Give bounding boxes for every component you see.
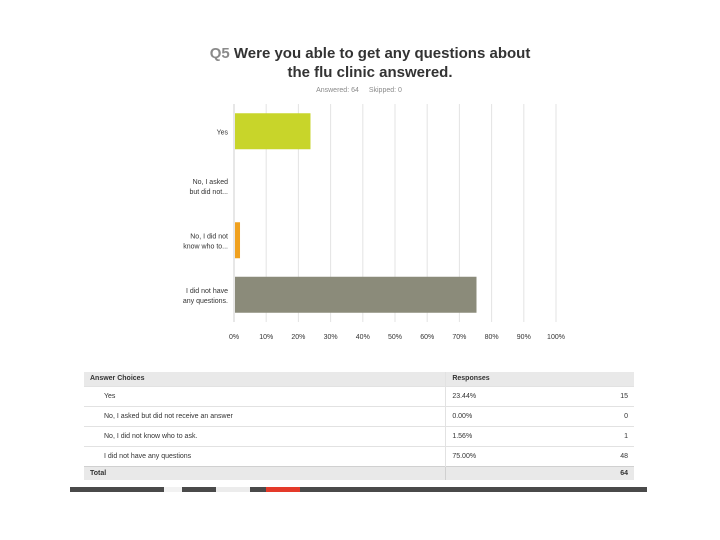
row-choice: No, I asked but did not receive an answe… xyxy=(84,405,446,426)
header-count xyxy=(562,372,634,386)
skipped-count: Skipped: 0 xyxy=(368,87,402,94)
x-tick-label: 40% xyxy=(356,334,370,341)
category-label: I did not have xyxy=(186,288,228,295)
total-label: Total xyxy=(84,465,446,480)
table-header-row: Answer Choices Responses xyxy=(84,372,634,386)
x-tick-label: 30% xyxy=(324,334,338,341)
x-tick-label: 10% xyxy=(259,334,273,341)
bar-chart: Yes No, I asked but did not... No, I did no… xyxy=(183,104,565,341)
answered-count: Answered: 64 xyxy=(316,87,359,94)
total-count: 64 xyxy=(562,465,634,480)
total-blank xyxy=(445,465,562,480)
question-number: Q5 xyxy=(209,45,230,62)
bar xyxy=(235,276,477,313)
window-bottom-strip xyxy=(70,487,647,492)
row-count: 1 xyxy=(562,425,634,446)
row-percent: 0.00% xyxy=(445,405,562,426)
bar xyxy=(235,113,311,150)
row-count: 48 xyxy=(562,445,634,466)
category-label: know who to... xyxy=(183,243,228,250)
total-row: Total 64 xyxy=(84,465,634,480)
taskbar-tab xyxy=(266,487,300,492)
table-row: No, I did not know who to ask. 1.56% 1 xyxy=(84,425,634,446)
x-tick-label: 50% xyxy=(388,334,402,341)
table-row: I did not have any questions 75.00% 48 xyxy=(84,445,634,466)
row-percent: 75.00% xyxy=(445,445,562,466)
table-row: Yes 23.44% 15 xyxy=(84,385,634,406)
x-tick-label: 90% xyxy=(517,334,531,341)
x-tick-label: 100% xyxy=(547,334,565,341)
row-choice: Yes xyxy=(84,385,446,406)
taskbar-tab xyxy=(164,487,182,492)
header-answer-choices: Answer Choices xyxy=(90,375,145,383)
row-count: 15 xyxy=(562,385,634,406)
row-percent: 1.56% xyxy=(445,425,562,446)
x-tick-label: 60% xyxy=(420,334,434,341)
row-percent: 23.44% xyxy=(445,385,562,406)
header-responses: Responses xyxy=(445,372,562,386)
x-tick-label: 0% xyxy=(229,334,239,341)
table-row: No, I asked but did not receive an answe… xyxy=(84,405,634,426)
category-label: Yes xyxy=(217,129,229,136)
category-label: No, I asked xyxy=(193,179,229,186)
x-tick-label: 70% xyxy=(452,334,466,341)
row-count: 0 xyxy=(562,405,634,426)
question-title: Q5 Were you able to get any questions ab… xyxy=(200,44,540,82)
question-text: Were you able to get any questions about… xyxy=(233,45,531,81)
responses-table: Answer Choices Responses Yes 23.44% 15 N… xyxy=(84,372,634,480)
category-label: any questions. xyxy=(183,298,228,305)
row-choice: I did not have any questions xyxy=(84,445,446,466)
response-stats: Answered: 64 Skipped: 0 xyxy=(200,87,518,94)
category-label: No, I did not xyxy=(190,233,228,240)
x-tick-label: 80% xyxy=(485,334,499,341)
x-tick-label: 20% xyxy=(291,334,305,341)
category-label: but did not... xyxy=(189,189,228,196)
taskbar-tab xyxy=(216,487,250,492)
bar xyxy=(235,222,241,259)
row-choice: No, I did not know who to ask. xyxy=(84,425,446,446)
